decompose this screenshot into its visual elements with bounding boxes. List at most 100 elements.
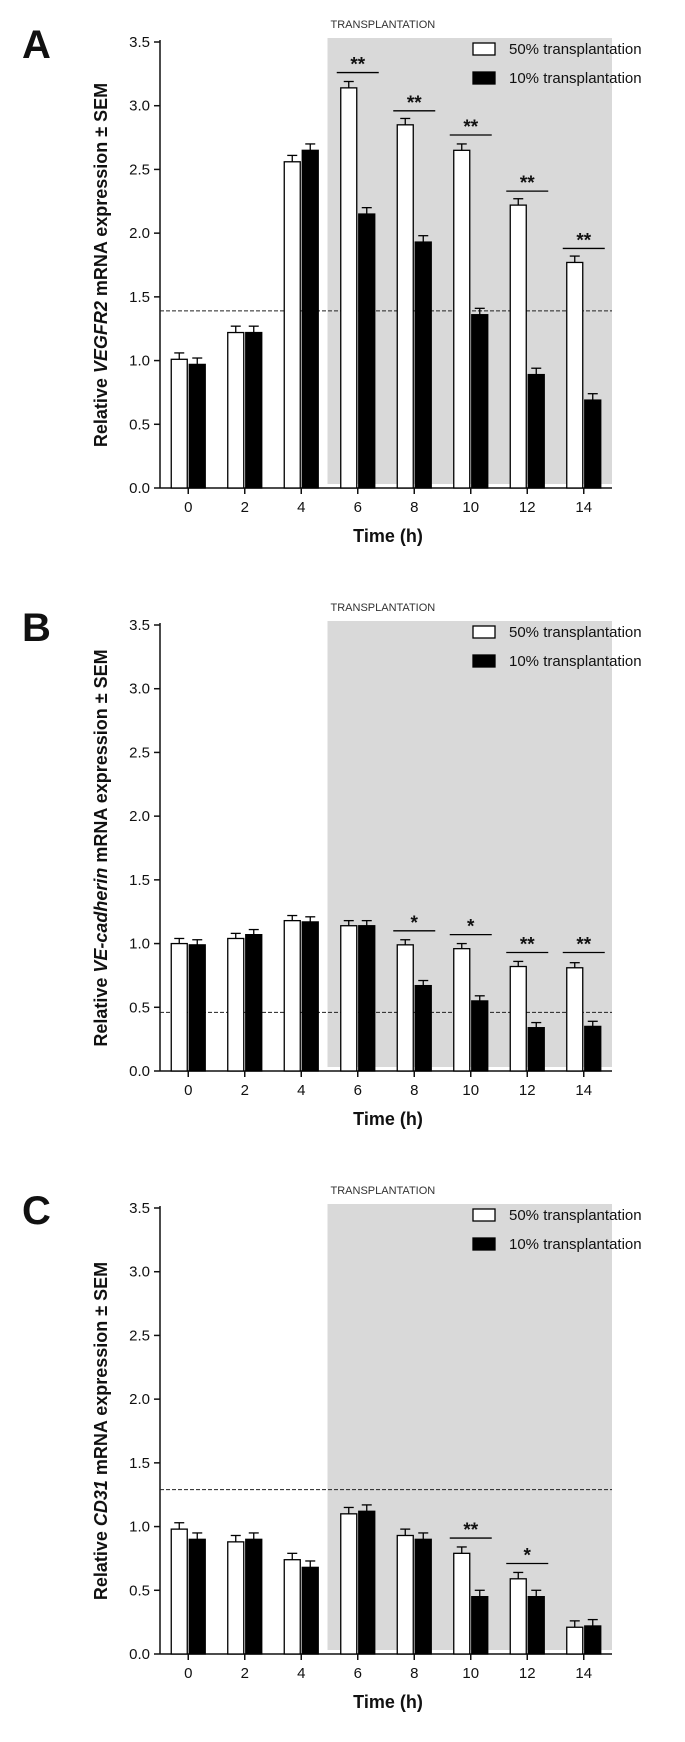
x-tick-label: 10 [462,499,479,516]
legend-swatch [472,1237,496,1251]
y-tick-label: 0.5 [129,416,150,433]
bar-10pct [471,1000,489,1072]
bar-10pct [358,1510,376,1655]
bar-50pct [227,331,245,489]
x-tick-label: 14 [575,1665,592,1682]
y-tick-label: 1.0 [129,936,150,953]
y-axis-title-gene: CD31 [91,1480,111,1526]
x-tick-label: 10 [462,1082,479,1099]
x-tick-label: 4 [297,1665,305,1682]
y-tick-label: 3.5 [129,34,150,51]
y-tick-label: 2.0 [129,808,150,825]
y-axis-title-gene: VEGFR2 [91,301,111,373]
y-tick-label: 1.5 [129,289,150,306]
x-tick-label: 0 [184,1082,192,1099]
x-tick-label: 4 [297,499,305,516]
bar-10pct [301,921,319,1072]
bar-50pct [170,942,188,1072]
x-tick-label: 2 [241,1665,249,1682]
bar-10pct [471,1596,489,1655]
legend-swatch [472,654,496,668]
x-tick-label: 0 [184,1665,192,1682]
bar-50pct [396,944,414,1072]
bar-50pct [283,161,301,489]
legend-swatch [472,625,496,639]
transplantation-label: TRANSPLANTATION [331,1185,436,1197]
bar-10pct [245,1538,263,1655]
bar-10pct [245,331,263,489]
y-axis-title-suffix: mRNA expression ± SEM [91,649,111,867]
y-axis-title: Relative CD31 mRNA expression ± SEM [91,1262,111,1600]
bar-10pct [527,1027,545,1072]
bar-50pct [453,948,471,1072]
legend-label: 50% transplantation [509,624,642,641]
bar-50pct [170,358,188,489]
y-axis-title-suffix: mRNA expression ± SEM [91,83,111,301]
significance-marker: ** [576,230,591,251]
y-tick-label: 1.0 [129,1519,150,1536]
bar-50pct [453,1552,471,1655]
x-tick-label: 12 [519,499,536,516]
panel-b: TRANSPLANTATION B 0.0 0.5 1.0 1.5 2.0 2.5 3.0 3.5… [22,602,642,1129]
y-tick-label: 3.0 [129,681,150,698]
x-tick-label: 14 [575,499,592,516]
y-axis-title-prefix: Relative [91,973,111,1047]
bar-50pct [227,937,245,1072]
bar-50pct [509,204,527,489]
legend-label: 50% transplantation [509,41,642,58]
x-tick-label: 8 [410,499,418,516]
panel-letter: B [22,606,51,650]
y-tick-label: 3.5 [129,617,150,634]
bar-10pct [527,1596,545,1655]
x-tick-label: 12 [519,1082,536,1099]
y-axis-title-suffix: mRNA expression ± SEM [91,1262,111,1480]
y-tick-label: 0.0 [129,1063,150,1080]
bar-50pct [340,1513,358,1655]
y-tick-label: 3.0 [129,98,150,115]
bar-50pct [340,925,358,1072]
significance-marker: ** [520,934,535,955]
x-tick-label: 12 [519,1665,536,1682]
significance-marker: ** [576,934,591,955]
bar-10pct [584,399,602,489]
panel-letter: C [22,1189,51,1233]
panel-letter: A [22,23,51,67]
y-tick-label: 2.0 [129,1391,150,1408]
significance-marker: ** [520,173,535,194]
y-tick-label: 2.0 [129,225,150,242]
legend-swatch [472,42,496,56]
x-tick-label: 2 [241,1082,249,1099]
x-tick-label: 8 [410,1082,418,1099]
bar-50pct [340,87,358,489]
x-tick-label: 0 [184,499,192,516]
significance-marker: * [411,913,419,934]
panel-c: TRANSPLANTATION C 0.0 0.5 1.0 1.5 2.0 2.5 3.0 3.5… [22,1185,642,1712]
significance-marker: * [524,1546,532,1567]
transplantation-label: TRANSPLANTATION [331,602,436,614]
x-tick-label: 10 [462,1665,479,1682]
bar-10pct [584,1625,602,1655]
bar-50pct [396,124,414,489]
y-tick-label: 0.5 [129,999,150,1016]
bar-10pct [245,934,263,1072]
y-tick-label: 2.5 [129,161,150,178]
y-axis-title-gene: VE-cadherin [91,868,111,973]
transplantation-label: TRANSPLANTATION [331,19,436,31]
bar-10pct [414,984,432,1072]
bar-50pct [566,967,584,1072]
bar-50pct [283,919,301,1072]
bar-10pct [188,944,206,1072]
significance-marker: ** [350,55,365,76]
bar-10pct [358,213,376,489]
y-tick-label: 3.0 [129,1264,150,1281]
bar-50pct [453,149,471,489]
x-tick-label: 2 [241,499,249,516]
bar-10pct [414,241,432,489]
legend-swatch [472,71,496,85]
x-axis-title: Time (h) [353,526,423,546]
y-axis-title: Relative VE-cadherin mRNA expression ± S… [91,649,111,1046]
legend-label: 10% transplantation [509,70,642,87]
y-tick-label: 1.5 [129,1455,150,1472]
legend-swatch [472,1208,496,1222]
